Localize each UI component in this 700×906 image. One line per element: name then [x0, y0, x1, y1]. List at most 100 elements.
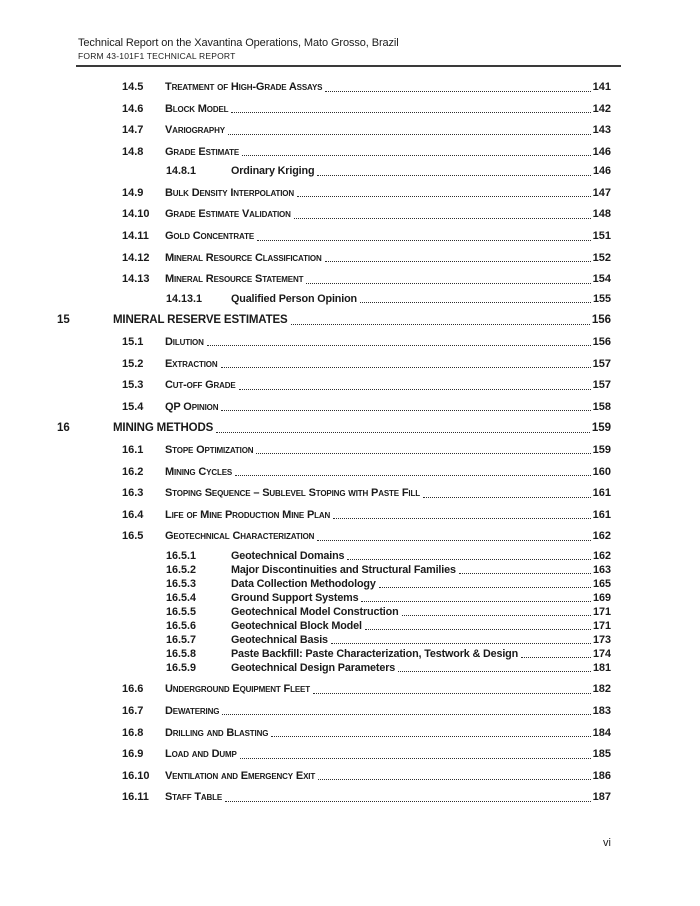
toc-entry[interactable]: 15.3 Cut-off Grade 157	[57, 379, 611, 392]
toc-entry-page: 148	[592, 208, 611, 221]
dot-leader	[297, 196, 591, 198]
toc-entry-page: 163	[592, 563, 611, 576]
toc-entry[interactable]: 16.9 Load and Dump 185	[57, 748, 611, 761]
toc-entry-title: Data Collection Methodology	[231, 577, 376, 590]
toc-entry[interactable]: 16.5.5 Geotechnical Model Construction 171	[57, 606, 611, 619]
toc-entry[interactable]: 16.4 Life of Mine Production Mine Plan 161	[57, 509, 611, 522]
toc-entry[interactable]: 15 MINERAL RESERVE ESTIMATES 156	[57, 314, 611, 327]
toc-entry[interactable]: 16.10 Ventilation and Emergency Exit 186	[57, 770, 611, 783]
toc-entry-page: 151	[592, 230, 611, 243]
toc-entry[interactable]: 16.5.1 Geotechnical Domains 162	[57, 550, 611, 563]
toc-entry[interactable]: 16.2 Mining Cycles 160	[57, 466, 611, 479]
dot-leader	[257, 239, 591, 241]
toc-entry-number: 14.6	[122, 102, 144, 115]
dot-leader	[312, 692, 591, 694]
toc-entry[interactable]: 16.5.9 Geotechnical Design Parameters 181	[57, 662, 611, 675]
toc-entry[interactable]: 15.4 QP Opinion 158	[57, 401, 611, 414]
dot-leader	[398, 671, 591, 673]
dot-leader	[330, 643, 591, 645]
toc-entry[interactable]: 16.5.8 Paste Backfill: Paste Characteriza…	[57, 648, 611, 661]
toc-entry[interactable]: 14.12 Mineral Resource Classification 152	[57, 252, 611, 265]
toc-entry-title: Bulk Density Interpolation	[165, 186, 295, 199]
toc-entry[interactable]: 14.9 Bulk Density Interpolation 147	[57, 187, 611, 200]
toc-entry[interactable]: 16.1 Stope Optimization 159	[57, 444, 611, 457]
toc-entry-page: 156	[591, 314, 611, 327]
toc-entry[interactable]: 14.8 Grade Estimate 146	[57, 146, 611, 159]
toc-entry-number: 16.5	[122, 530, 144, 543]
form-subtitle: FORM 43-101F1 TECHNICAL REPORT	[78, 51, 236, 61]
toc-entry-number: 16.7	[122, 704, 144, 717]
dot-leader	[401, 615, 591, 617]
toc-entry-number: 15.2	[122, 357, 144, 370]
dot-leader	[318, 779, 591, 781]
dot-leader	[325, 90, 591, 92]
toc-entry-number: 16.5.4	[166, 591, 197, 604]
toc-entry-number: 16.10	[122, 769, 150, 782]
toc-entry-page: 146	[592, 165, 611, 178]
toc-entry-number: 15.4	[122, 400, 144, 413]
toc-entry-number: 16.11	[122, 791, 149, 804]
toc-entry-page: 165	[592, 577, 611, 590]
toc-entry[interactable]: 15.1 Dilution 156	[57, 336, 611, 349]
toc-entry[interactable]: 14.11 Gold Concentrate 151	[57, 230, 611, 243]
toc-entry[interactable]: 14.10 Grade Estimate Validation 148	[57, 208, 611, 221]
toc-entry[interactable]: 16.11 Staff Table 187	[57, 791, 611, 804]
toc-entry[interactable]: 14.8.1 Ordinary Kriging 146	[57, 165, 611, 178]
toc-entry-title: MINERAL RESERVE ESTIMATES	[113, 314, 288, 327]
page-header: Technical Report on the Xavantina Operat…	[76, 37, 621, 67]
toc-entry-number: 14.13.1	[166, 292, 203, 305]
toc-entry[interactable]: 14.13.1 Qualified Person Opinion 155	[57, 293, 611, 306]
toc-entry-page: 187	[592, 791, 611, 804]
toc-entry[interactable]: 16.3 Stoping Sequence – Sublevel Stoping …	[57, 487, 611, 500]
toc-entry[interactable]: 16.5.2 Major Discontinuities and Structur…	[57, 564, 611, 577]
toc-entry-number: 15	[57, 314, 70, 327]
toc-entry[interactable]: 16.8 Drilling and Blasting 184	[57, 727, 611, 740]
dot-leader	[361, 601, 591, 603]
toc-entry[interactable]: 16.5.7 Geotechnical Basis 173	[57, 634, 611, 647]
dot-leader	[231, 112, 591, 114]
toc-entry-title: Ventilation and Emergency Exit	[165, 769, 316, 782]
toc-entry[interactable]: 16.7 Dewatering 183	[57, 705, 611, 718]
toc-entry[interactable]: 14.7 Variography 143	[57, 124, 611, 137]
toc-entry-page: 158	[592, 400, 611, 413]
toc-entry[interactable]: 14.6 Block Model 142	[57, 103, 611, 116]
toc-entry-number: 16.5.2	[166, 563, 197, 576]
toc-entry-page: 156	[592, 335, 611, 348]
toc-entry-page: 169	[592, 591, 611, 604]
toc-entry[interactable]: 16.6 Underground Equipment Fleet 182	[57, 683, 611, 696]
toc-entry-title: QP Opinion	[165, 400, 219, 413]
toc-entry-title: Stoping Sequence – Sublevel Stoping with…	[165, 487, 420, 500]
toc-entry-page: 152	[592, 251, 611, 264]
toc-entry-title: Mineral Resource Statement	[165, 273, 304, 286]
toc-entry-page: 157	[592, 357, 611, 370]
toc-entry-number: 14.12	[122, 251, 150, 264]
toc-entry[interactable]: 16 MINING METHODS 159	[57, 422, 611, 435]
dot-leader	[521, 657, 591, 659]
toc-entry-number: 14.10	[122, 208, 150, 221]
toc-entry-title: Geotechnical Characterization	[165, 530, 315, 543]
toc-entry-title: Qualified Person Opinion	[231, 292, 357, 305]
toc-entry-number: 14.8	[122, 145, 144, 158]
toc-entry-title: Mining Cycles	[165, 465, 233, 478]
toc-entry-number: 16.5.8	[166, 647, 197, 660]
toc-entry-title: Stope Optimization	[165, 443, 254, 456]
toc-entry-title: Grade Estimate Validation	[165, 208, 291, 221]
toc-entry-title: Paste Backfill: Paste Characterization, …	[231, 647, 519, 660]
toc-entry-title: Drilling and Blasting	[165, 726, 269, 739]
toc-entry[interactable]: 16.5 Geotechnical Characterization 162	[57, 530, 611, 543]
footer-page-number: vi	[603, 837, 611, 849]
toc-entry[interactable]: 16.5.3 Data Collection Methodology 165	[57, 578, 611, 591]
toc-entry[interactable]: 15.2 Extraction 157	[57, 358, 611, 371]
toc-entry-title: Geotechnical Design Parameters	[231, 661, 396, 674]
dot-leader	[306, 282, 591, 284]
toc-entry-title: Geotechnical Domains	[231, 549, 345, 562]
dot-leader	[347, 559, 591, 561]
toc-entry[interactable]: 16.5.6 Geotechnical Block Model 171	[57, 620, 611, 633]
toc-entry-number: 14.7	[122, 124, 144, 137]
toc-entry[interactable]: 14.13 Mineral Resource Statement 154	[57, 273, 611, 286]
toc-entry-title: Geotechnical Block Model	[231, 619, 362, 632]
toc-entry[interactable]: 14.5 Treatment of High-Grade Assays 141	[57, 81, 611, 94]
toc-entry-title: Geotechnical Model Construction	[231, 605, 399, 618]
toc-entry-number: 16.5.6	[166, 619, 197, 632]
toc-entry[interactable]: 16.5.4 Ground Support Systems 169	[57, 592, 611, 605]
